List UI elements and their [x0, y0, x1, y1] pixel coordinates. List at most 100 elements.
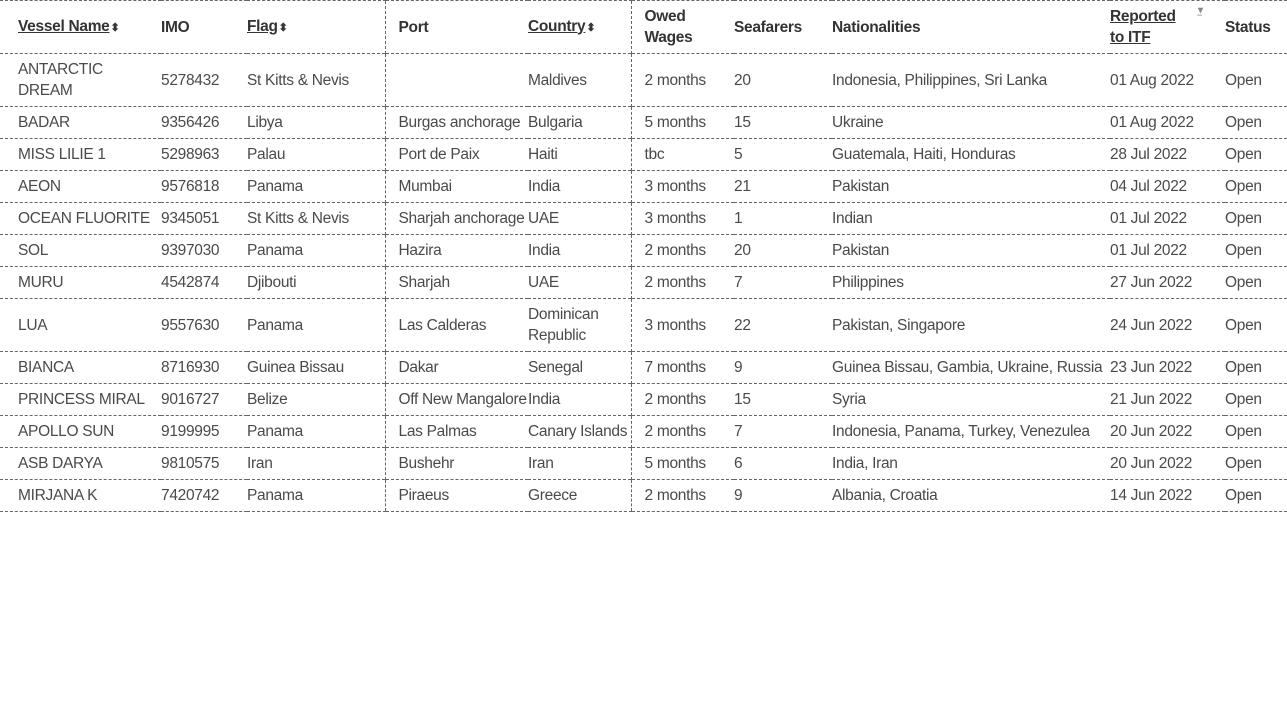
cell-vessel-name: MURU — [0, 266, 161, 299]
cell-imo: 9016727 — [161, 383, 247, 416]
cell-country: India — [528, 234, 631, 267]
cell-status: Open — [1225, 138, 1287, 171]
cell-port: Burgas anchorage — [384, 106, 528, 139]
cell-flag: Palau — [247, 138, 385, 171]
cell-owed-wages: 2 months — [630, 383, 734, 416]
cell-reported: 04 Jul 2022 — [1110, 170, 1225, 203]
cell-country: Dominican Republic — [528, 298, 631, 352]
cell-status: Open — [1225, 234, 1287, 267]
vessel-table: Vessel Name⬍ IMO Flag⬍ Port Country⬍ Owed Wag… — [0, 0, 1287, 512]
cell-vessel-name: MISS LILIE 1 — [0, 138, 161, 171]
table-row: BADAR 9356426 Libya Burgas anchorage Bulgari… — [0, 106, 1287, 139]
cell-owed-wages: 2 months — [630, 479, 734, 512]
cell-status: Open — [1225, 383, 1287, 416]
cell-nationalities: Guinea Bissau, Gambia, Ukraine, Russia — [832, 351, 1110, 384]
header-seafarers: Seafarers — [734, 0, 832, 54]
sort-descending-icon[interactable]: ▾ ‾ — [1198, 5, 1203, 26]
cell-nationalities: Indonesia, Philippines, Sri Lanka — [832, 53, 1110, 107]
cell-owed-wages: 2 months — [630, 53, 734, 107]
cell-imo: 5278432 — [161, 53, 247, 107]
cell-port: Port de Paix — [384, 138, 528, 171]
header-reported[interactable]: Reported to ITF ▾ ‾ — [1110, 0, 1225, 54]
sort-link-country[interactable]: Country — [528, 17, 586, 35]
cell-nationalities: Ukraine — [832, 106, 1110, 139]
cell-reported: 01 Aug 2022 — [1110, 53, 1225, 107]
cell-vessel-name: BADAR — [0, 106, 161, 139]
header-label: Owed Wages — [644, 8, 693, 46]
cell-nationalities: Guatemala, Haiti, Honduras — [832, 138, 1110, 171]
cell-flag: Iran — [247, 447, 385, 480]
cell-owed-wages: 3 months — [630, 298, 734, 352]
cell-reported: 14 Jun 2022 — [1110, 479, 1225, 512]
cell-vessel-name: BIANCA — [0, 351, 161, 384]
cell-status: Open — [1225, 106, 1287, 139]
cell-seafarers: 1 — [734, 202, 832, 235]
cell-owed-wages: 7 months — [630, 351, 734, 384]
cell-status: Open — [1225, 415, 1287, 448]
cell-port: Sharjah — [384, 266, 528, 299]
cell-imo: 9199995 — [161, 415, 247, 448]
header-label: IMO — [161, 18, 190, 36]
cell-reported: 23 Jun 2022 — [1110, 351, 1225, 384]
table-row: AEON 9576818 Panama Mumbai India 3 months 21 Pa… — [0, 170, 1287, 203]
cell-seafarers: 9 — [734, 479, 832, 512]
cell-reported: 01 Jul 2022 — [1110, 202, 1225, 235]
cell-imo: 5298963 — [161, 138, 247, 171]
cell-status: Open — [1225, 202, 1287, 235]
cell-status: Open — [1225, 447, 1287, 480]
cell-flag: St Kitts & Nevis — [247, 202, 385, 235]
cell-owed-wages: 2 months — [630, 234, 734, 267]
sort-icon[interactable]: ⬍ — [110, 21, 120, 34]
cell-port: Bushehr — [384, 447, 528, 480]
table-row: ANTARCTIC DREAM 5278432 St Kitts & Nevis Ma… — [0, 53, 1287, 107]
sort-icon[interactable]: ⬍ — [278, 21, 288, 34]
cell-country: Maldives — [528, 53, 631, 107]
header-nationalities: Nationalities — [832, 0, 1110, 54]
table-row: MIRJANA K 7420742 Panama Piraeus Greece 2 mon… — [0, 479, 1287, 512]
cell-seafarers: 22 — [734, 298, 832, 352]
cell-port: Las Calderas — [384, 298, 528, 352]
cell-vessel-name: AEON — [0, 170, 161, 203]
table-row: PRINCESS MIRAL 9016727 Belize Off New Manga… — [0, 383, 1287, 416]
cell-owed-wages: 2 months — [630, 266, 734, 299]
table-row: OCEAN FLUORITE 9345051 St Kitts & Nevis Sha… — [0, 202, 1287, 235]
cell-status: Open — [1225, 170, 1287, 203]
sort-link-flag[interactable]: Flag — [247, 17, 278, 35]
cell-owed-wages: 2 months — [630, 415, 734, 448]
cell-imo: 9810575 — [161, 447, 247, 480]
header-country[interactable]: Country⬍ — [528, 0, 631, 54]
cell-vessel-name: OCEAN FLUORITE — [0, 202, 161, 235]
header-vessel-name[interactable]: Vessel Name⬍ — [0, 0, 161, 54]
sort-link-vessel-name[interactable]: Vessel Name — [18, 17, 110, 35]
cell-seafarers: 6 — [734, 447, 832, 480]
header-label: Seafarers — [734, 18, 802, 36]
sort-icon[interactable]: ⬍ — [586, 21, 596, 34]
cell-country: India — [528, 170, 631, 203]
table-row: SOL 9397030 Panama Hazira India 2 months 20 Pak… — [0, 234, 1287, 267]
cell-country: Iran — [528, 447, 631, 480]
sort-link-reported[interactable]: Reported to ITF — [1110, 8, 1176, 46]
header-label: Status — [1225, 18, 1271, 36]
cell-vessel-name: PRINCESS MIRAL — [0, 383, 161, 416]
cell-flag: Guinea Bissau — [247, 351, 385, 384]
cell-seafarers: 5 — [734, 138, 832, 171]
table-row: BIANCA 8716930 Guinea Bissau Dakar Senegal 7 … — [0, 351, 1287, 384]
cell-status: Open — [1225, 266, 1287, 299]
cell-imo: 9557630 — [161, 298, 247, 352]
cell-country: India — [528, 383, 631, 416]
cell-port: Off New Mangalore — [384, 383, 528, 416]
cell-port: Mumbai — [384, 170, 528, 203]
cell-owed-wages: 5 months — [630, 447, 734, 480]
cell-owed-wages: tbc — [630, 138, 734, 171]
cell-nationalities: Pakistan — [832, 170, 1110, 203]
cell-country: Bulgaria — [528, 106, 631, 139]
cell-vessel-name: APOLLO SUN — [0, 415, 161, 448]
cell-status: Open — [1225, 479, 1287, 512]
cell-vessel-name: MIRJANA K — [0, 479, 161, 512]
cell-flag: Libya — [247, 106, 385, 139]
cell-reported: 21 Jun 2022 — [1110, 383, 1225, 416]
table-row: MISS LILIE 1 5298963 Palau Port de Paix Hait… — [0, 138, 1287, 171]
header-flag[interactable]: Flag⬍ — [247, 0, 385, 54]
cell-owed-wages: 5 months — [630, 106, 734, 139]
cell-nationalities: Philippines — [832, 266, 1110, 299]
